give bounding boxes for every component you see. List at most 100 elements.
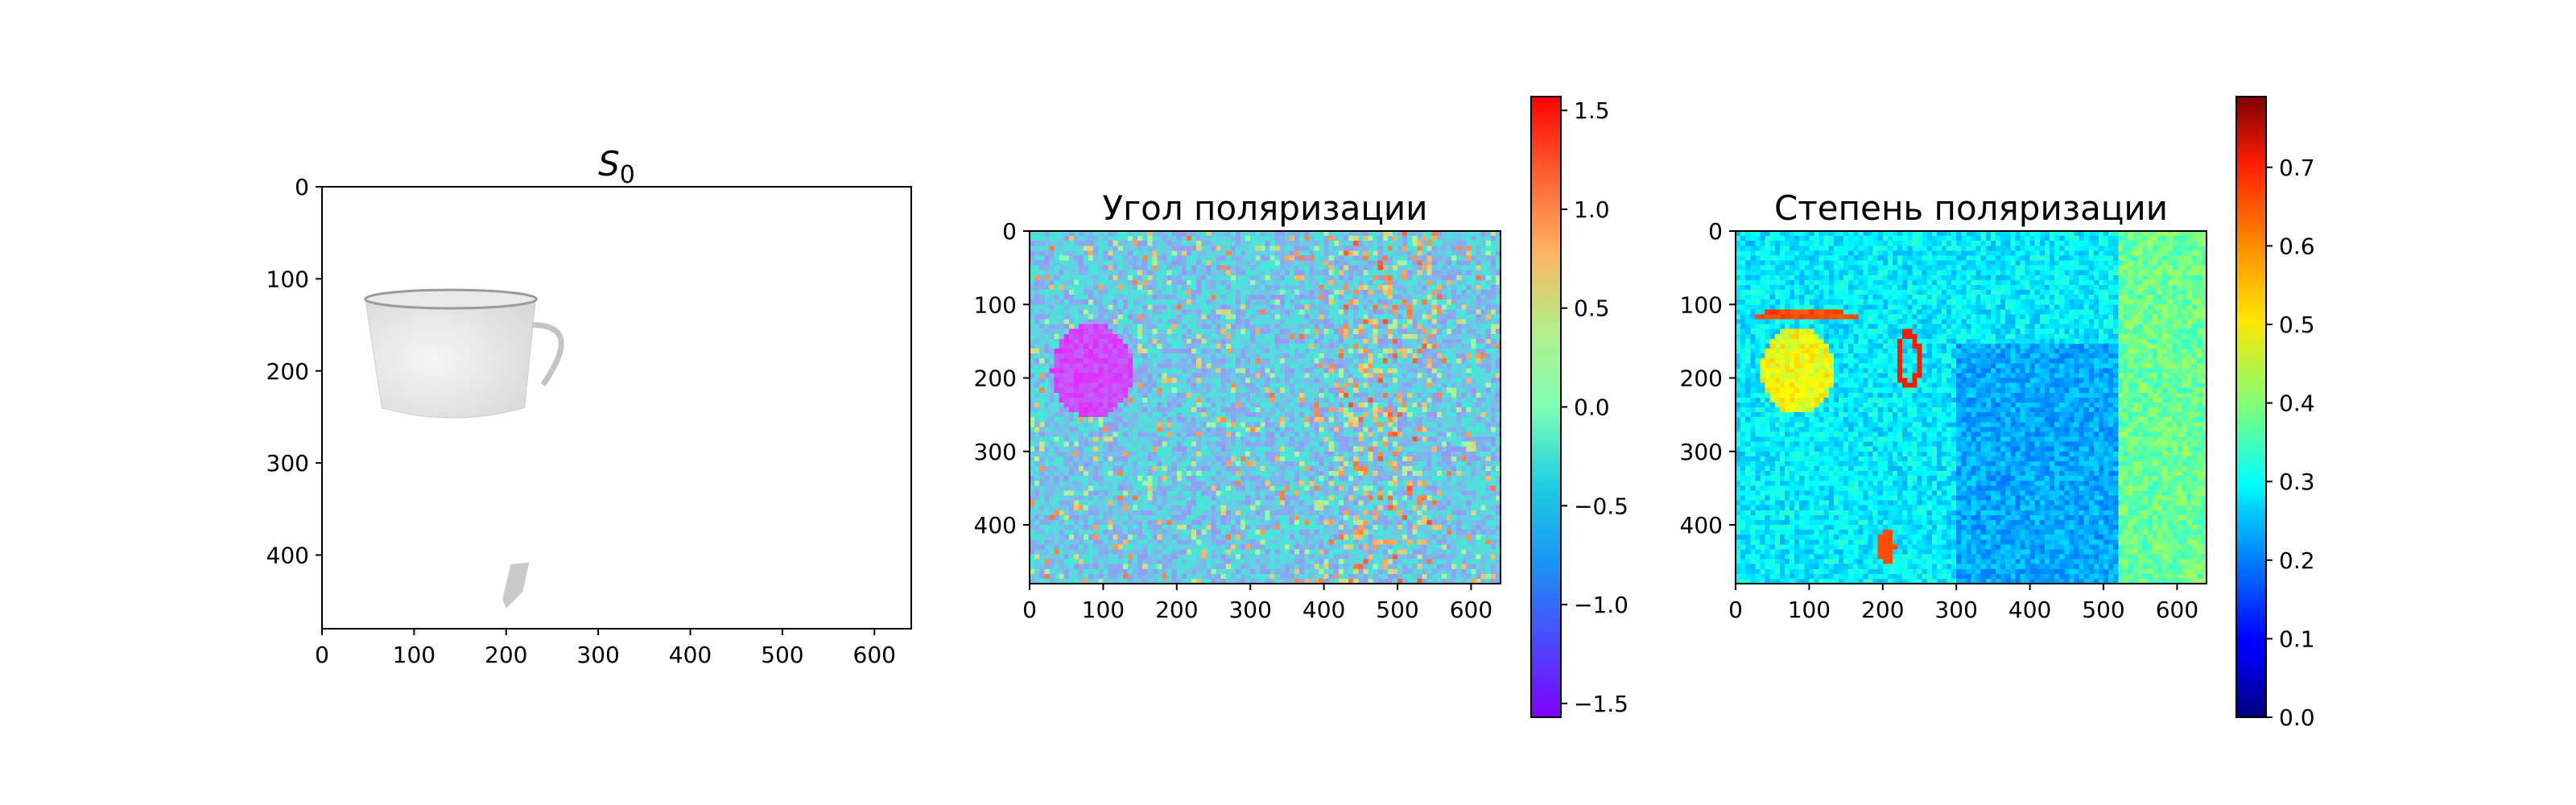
heatmap-cell (1333, 328, 1340, 335)
heatmap-cell (1412, 363, 1418, 369)
heatmap-cell (1319, 275, 1325, 281)
heatmap-cell (1132, 270, 1138, 276)
heatmap-cell (1274, 402, 1281, 408)
heatmap-cell (1152, 299, 1158, 305)
heatmap-cell (1171, 402, 1178, 408)
heatmap-cell (1068, 250, 1075, 257)
heatmap-cell (1241, 270, 1246, 276)
heatmap-cell (1103, 378, 1109, 384)
heatmap-cell (1084, 275, 1089, 281)
heatmap-cell (1245, 436, 1251, 443)
heatmap-cell (1176, 412, 1183, 418)
heatmap-cell (1422, 275, 1428, 281)
heatmap-cell (1441, 378, 1447, 384)
heatmap-cell (1471, 392, 1477, 398)
heatmap-cell (1344, 333, 1349, 340)
heatmap-cell (1265, 275, 1271, 281)
heatmap-cell (1073, 241, 1080, 246)
heatmap-cell (1466, 246, 1472, 251)
heatmap-cell (1103, 284, 1109, 291)
heatmap-cell (1377, 363, 1384, 369)
heatmap-cell (1201, 382, 1207, 389)
heatmap-cell (1122, 275, 1129, 281)
heatmap-cell (1353, 358, 1359, 364)
heatmap-cell (1485, 246, 1492, 251)
heatmap-cell (1407, 246, 1413, 251)
heatmap-cell (1446, 270, 1452, 276)
heatmap-cell (1250, 260, 1256, 266)
heatmap-cell (1309, 363, 1315, 369)
heatmap-cell (1495, 466, 1501, 472)
heatmap-cell (1426, 275, 1433, 281)
heatmap-cell (1245, 392, 1251, 398)
heatmap-cell (1269, 231, 1276, 237)
heatmap-cell (1441, 353, 1447, 359)
heatmap-cell (1417, 309, 1423, 316)
heatmap-cell (1353, 343, 1359, 349)
heatmap-cell (1436, 338, 1443, 345)
heatmap-cell (1201, 358, 1207, 364)
heatmap-cell (1338, 304, 1344, 310)
heatmap-cell (1063, 255, 1070, 262)
heatmap-cell (1446, 392, 1452, 398)
heatmap-cell (1220, 246, 1227, 251)
heatmap-cell (1132, 387, 1138, 394)
heatmap-cell (1211, 255, 1217, 262)
heatmap-cell (1348, 436, 1354, 443)
heatmap-cell (1132, 343, 1138, 349)
heatmap-cell (1093, 363, 1099, 369)
heatmap-cell (1181, 466, 1187, 472)
heatmap-cell (1328, 241, 1335, 246)
heatmap-cell (1063, 456, 1070, 462)
heatmap-cell (1068, 481, 1075, 486)
heatmap-cell (1284, 270, 1290, 276)
heatmap-cell (1397, 368, 1403, 374)
heatmap-cell (1201, 431, 1207, 438)
heatmap-cell (1363, 319, 1369, 325)
heatmap-cell (1397, 353, 1403, 359)
heatmap-cell (1480, 436, 1487, 443)
heatmap-cell (1451, 255, 1457, 262)
heatmap-cell (1117, 402, 1124, 408)
heatmap-cell (1373, 284, 1379, 291)
heatmap-cell (1255, 284, 1261, 291)
heatmap-cell (1166, 456, 1173, 462)
heatmap-cell (1245, 397, 1251, 403)
heatmap-cell (1480, 456, 1487, 462)
heatmap-cell (1191, 246, 1197, 251)
heatmap-cell (1344, 279, 1349, 286)
heatmap-cell (1220, 290, 1227, 295)
heatmap-cell (1044, 275, 1050, 281)
heatmap-cell (1456, 387, 1462, 394)
heatmap-cell (1166, 328, 1173, 335)
heatmap-cell (1461, 358, 1467, 364)
heatmap-cell (1088, 299, 1094, 305)
heatmap-cell (1084, 460, 1089, 467)
heatmap-cell (1368, 260, 1374, 266)
heatmap-cell (1187, 236, 1192, 242)
heatmap-cell (1319, 314, 1325, 320)
heatmap-cell (1054, 358, 1060, 364)
heatmap-cell (1068, 236, 1075, 242)
heatmap-cell (1073, 446, 1080, 452)
heatmap-cell (1078, 314, 1084, 320)
heatmap-cell (1358, 314, 1364, 320)
heatmap-cell (1456, 250, 1462, 257)
heatmap-cell (1363, 349, 1369, 354)
heatmap-cell (1108, 314, 1114, 320)
heatmap-cell (1211, 431, 1217, 438)
heatmap-cell (1044, 250, 1050, 257)
heatmap-cell (1039, 431, 1045, 438)
heatmap-cell (1147, 476, 1153, 481)
heatmap-cell (1436, 279, 1443, 286)
heatmap-cell (1417, 363, 1423, 369)
heatmap-cell (1049, 279, 1055, 286)
heatmap-cell (1397, 309, 1403, 316)
heatmap-cell (1451, 382, 1457, 389)
heatmap-cell (1211, 441, 1217, 448)
heatmap-cell (1084, 373, 1089, 379)
heatmap-cell (1039, 275, 1045, 281)
heatmap-cell (1113, 373, 1119, 379)
heatmap-cell (1485, 451, 1492, 457)
heatmap-cell (1073, 387, 1080, 394)
